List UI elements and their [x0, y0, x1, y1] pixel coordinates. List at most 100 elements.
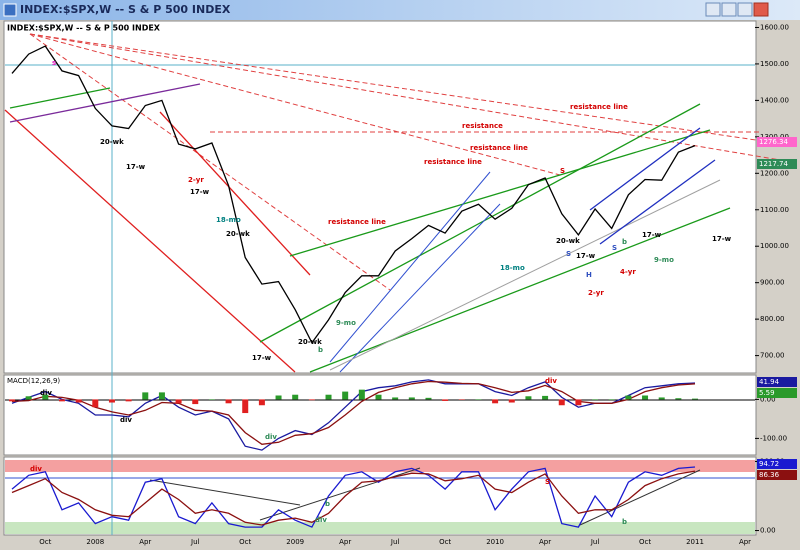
annotation: S	[612, 244, 617, 252]
histogram-bar	[308, 399, 315, 401]
annotation: 2-yr	[188, 176, 204, 184]
minimize-button[interactable]	[705, 2, 721, 17]
histogram-bar	[492, 399, 499, 404]
y-tick-label: 800.00	[760, 315, 785, 323]
y-tick-label: 0.00	[760, 395, 776, 403]
annotation: div	[120, 416, 132, 424]
annotation: 17-w	[252, 354, 272, 362]
annotation: resistance line	[470, 144, 528, 152]
x-tick-label: Oct	[439, 538, 451, 546]
histogram-bar	[142, 392, 149, 400]
oversold-band	[5, 522, 755, 534]
histogram-bar	[175, 399, 182, 404]
histogram-bar	[608, 399, 615, 400]
histogram-bar	[592, 399, 599, 400]
histogram-bar	[442, 399, 449, 401]
histogram-bar	[292, 394, 299, 400]
y-tick-label: 1600.00	[760, 23, 789, 31]
restore-button[interactable]	[737, 2, 753, 17]
annotation: 20-wk	[226, 230, 250, 238]
value-badge	[757, 377, 797, 387]
histogram-bar	[508, 399, 515, 403]
x-tick-label: 2009	[286, 538, 304, 546]
panel-title: MACD(12,26,9)	[7, 377, 60, 385]
histogram-bar	[542, 395, 549, 400]
annotation: div	[315, 516, 327, 524]
histogram-bar	[9, 399, 15, 402]
panel-title: INDEX:$SPX,W -- S & P 500 INDEX	[7, 24, 161, 33]
x-tick-label: Jul	[590, 538, 600, 546]
annotation: b	[318, 346, 323, 354]
annotation: resistance line	[424, 158, 482, 166]
annotation: 2-yr	[588, 289, 604, 297]
x-tick-label: Oct	[239, 538, 251, 546]
histogram-bar	[58, 399, 65, 402]
value-badge-label: 94.72	[759, 460, 779, 468]
annotation: S	[566, 250, 571, 258]
histogram-bar	[192, 399, 199, 405]
annotation: b	[325, 500, 330, 508]
value-badge	[757, 388, 797, 398]
x-tick-label: Oct	[639, 538, 651, 546]
histogram-bar	[658, 397, 665, 400]
overbought-band	[5, 460, 755, 472]
histogram-bar	[125, 399, 132, 402]
histogram-bar	[25, 396, 32, 400]
x-tick-label: Apr	[139, 538, 151, 546]
y-tick-label: 1300.00	[760, 133, 789, 141]
histogram-bar	[325, 394, 332, 400]
annotation: 17-w	[576, 252, 596, 260]
y-tick-label: 900.00	[760, 279, 785, 287]
histogram-bar	[642, 395, 649, 400]
value-badge-label: 41.94	[759, 378, 780, 386]
annotation: 20-wk	[298, 338, 322, 346]
annotation: 4-yr	[620, 268, 636, 276]
value-badge	[757, 137, 797, 147]
annotation: 17-w	[126, 163, 146, 171]
annotation: S	[545, 478, 550, 486]
annotation: H	[586, 271, 592, 279]
annotation: div	[30, 465, 42, 473]
y-tick-label: 700.00	[760, 352, 785, 360]
histogram-bar	[242, 399, 249, 414]
annotation: b	[622, 238, 627, 246]
y-tick-label: 1400.00	[760, 96, 789, 104]
x-tick-label: Apr	[339, 538, 351, 546]
annotation: s	[52, 59, 56, 67]
annotation: 17-w	[712, 235, 732, 243]
annotation: 18-mo	[216, 216, 241, 224]
window-title: INDEX:$SPX,W -- S & P 500 INDEX	[20, 3, 231, 16]
histogram-bar	[675, 398, 682, 400]
y-tick-label: 1200.00	[760, 169, 789, 177]
histogram-bar	[92, 399, 99, 408]
histogram-bar	[525, 396, 532, 400]
histogram-bar	[108, 399, 115, 403]
value-badge-label: 5.59	[759, 389, 775, 397]
value-badge-label: 1217.74	[759, 160, 788, 168]
value-badge	[757, 459, 797, 469]
histogram-bar	[158, 392, 165, 400]
series-line	[11, 379, 696, 451]
series-line	[11, 470, 696, 526]
trendlines	[4, 33, 791, 526]
maximize-button[interactable]	[721, 2, 737, 17]
histogram-bar	[208, 399, 215, 400]
annotation: 17-w	[642, 231, 662, 239]
title-bar	[0, 0, 800, 20]
histogram-bar	[408, 397, 415, 400]
y-tick-label: -100.00	[760, 434, 787, 442]
histogram-bar	[558, 399, 565, 406]
annotation: 9-mo	[654, 256, 674, 264]
value-badge-label: 86.36	[759, 471, 780, 479]
x-tick-label: 2008	[86, 538, 104, 546]
histogram-bar	[75, 399, 82, 403]
x-tick-label: 2011	[686, 538, 704, 546]
y-tick-label: 0.00	[760, 527, 776, 535]
histogram-bar	[375, 394, 382, 400]
annotation: 20-wk	[100, 138, 124, 146]
annotation: 9-mo	[336, 319, 356, 327]
histogram-bar	[475, 399, 482, 400]
y-tick-label: 1100.00	[760, 206, 789, 214]
close-button[interactable]	[753, 2, 769, 17]
